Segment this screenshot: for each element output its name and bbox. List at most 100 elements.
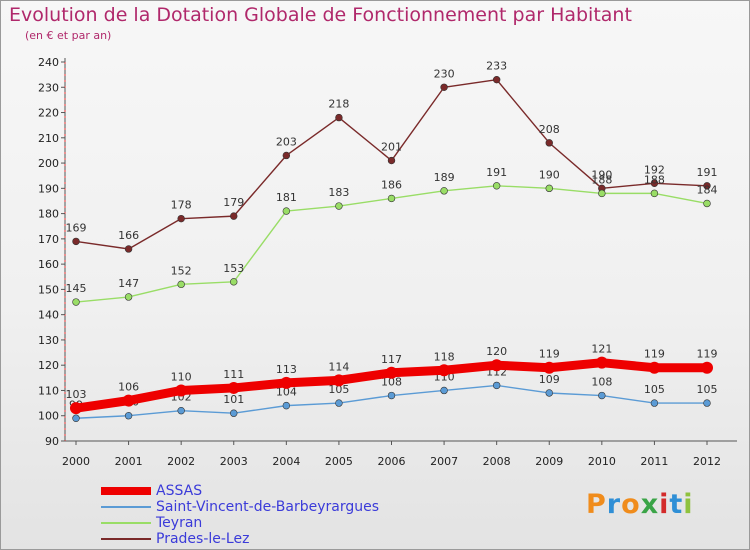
data-point-assas [70, 402, 82, 415]
data-label-assas: 118 [434, 350, 455, 363]
x-tick-label: 2004 [272, 455, 300, 468]
data-point-assas [385, 366, 398, 379]
data-point-teyran [177, 280, 185, 289]
y-tick-label: 220 [38, 107, 59, 120]
data-point-assas [280, 376, 293, 389]
data-point-assas [122, 394, 135, 407]
chart-title: Evolution de la Dotation Globale de Fonc… [9, 4, 632, 26]
data-point-assas [595, 356, 608, 369]
logo-letter: t [669, 489, 684, 520]
data-label-prades-le-lez: 178 [171, 199, 192, 212]
data-point-teyran [335, 202, 343, 210]
x-tick-label: 2012 [693, 455, 721, 468]
data-point-assas [648, 361, 661, 374]
data-label-assas: 113 [276, 363, 297, 376]
y-tick-label: 120 [38, 359, 59, 372]
data-label-prades-le-lez: 203 [276, 135, 297, 148]
data-label-assas: 114 [328, 360, 349, 373]
data-point-teyran [72, 298, 80, 306]
data-point-prades-le-lez [545, 139, 553, 147]
data-point-prades-le-lez [177, 214, 185, 223]
x-tick-label: 2006 [378, 455, 406, 468]
data-point-saint-vincent-de-barbeyrargues [124, 412, 133, 420]
logo-letter: P [586, 489, 607, 520]
data-label-saint-vincent-de-barbeyrargues: 101 [223, 393, 244, 406]
data-point-assas [332, 374, 345, 387]
data-label-saint-vincent-de-barbeyrargues: 108 [381, 376, 402, 389]
data-label-prades-le-lez: 190 [591, 168, 612, 181]
data-point-assas [175, 384, 188, 397]
data-point-saint-vincent-de-barbeyrargues [598, 391, 606, 400]
data-label-assas: 120 [486, 345, 507, 358]
data-point-teyran [440, 187, 448, 195]
data-point-saint-vincent-de-barbeyrargues [545, 389, 553, 397]
data-label-teyran: 189 [434, 171, 455, 184]
logo-letter: i [683, 489, 694, 520]
data-label-prades-le-lez: 201 [381, 141, 402, 154]
data-point-saint-vincent-de-barbeyrargues [440, 386, 448, 395]
data-point-teyran [387, 194, 396, 203]
data-label-prades-le-lez: 166 [118, 229, 139, 242]
data-point-saint-vincent-de-barbeyrargues [72, 414, 80, 422]
data-point-teyran [650, 189, 659, 198]
logo-letter: i [659, 489, 670, 520]
data-label-teyran: 145 [66, 282, 87, 295]
y-tick-label: 210 [38, 132, 59, 145]
data-label-teyran: 147 [118, 277, 139, 290]
legend-swatch [101, 522, 151, 524]
chart-subtitle: (en € et par an) [25, 29, 112, 42]
legend-label: Prades-le-Lez [156, 531, 250, 547]
logo-letter: o [621, 489, 641, 520]
data-label-assas: 119 [539, 348, 560, 361]
x-tick-label: 2010 [588, 455, 616, 468]
data-label-prades-le-lez: 192 [644, 163, 665, 176]
data-point-prades-le-lez [230, 212, 238, 220]
data-point-prades-le-lez [650, 179, 659, 187]
data-point-saint-vincent-de-barbeyrargues [335, 399, 343, 407]
x-tick-label: 2011 [640, 455, 668, 468]
data-label-saint-vincent-de-barbeyrargues: 105 [697, 383, 718, 396]
data-label-prades-le-lez: 218 [328, 98, 349, 111]
data-point-teyran [703, 199, 711, 208]
data-point-assas [227, 381, 240, 394]
x-tick-label: 2001 [115, 455, 143, 468]
data-label-teyran: 152 [171, 264, 192, 277]
data-label-teyran: 186 [381, 178, 402, 191]
data-point-teyran [230, 278, 238, 286]
legend-swatch [101, 487, 151, 495]
legend-swatch [101, 538, 151, 540]
y-tick-label: 110 [38, 384, 59, 397]
data-label-saint-vincent-de-barbeyrargues: 105 [328, 383, 349, 396]
data-label-assas: 117 [381, 353, 402, 366]
data-label-prades-le-lez: 230 [434, 67, 455, 80]
data-point-teyran [492, 182, 501, 190]
data-label-teyran: 153 [223, 262, 244, 275]
data-point-teyran [598, 189, 606, 198]
data-point-prades-le-lez [72, 237, 80, 246]
data-label-assas: 121 [591, 343, 612, 356]
y-tick-label: 200 [38, 157, 59, 170]
x-tick-label: 2009 [535, 455, 563, 468]
y-tick-label: 150 [38, 283, 59, 296]
data-point-saint-vincent-de-barbeyrargues [177, 406, 185, 415]
y-tick-label: 100 [38, 410, 59, 423]
data-label-teyran: 190 [539, 168, 560, 181]
data-point-assas [438, 364, 451, 377]
logo-letter: r [606, 489, 622, 520]
data-point-teyran [124, 293, 133, 301]
data-label-saint-vincent-de-barbeyrargues: 108 [591, 376, 612, 389]
y-tick-label: 180 [38, 208, 59, 221]
data-label-teyran: 184 [697, 183, 718, 196]
data-label-teyran: 181 [276, 191, 297, 204]
y-tick-label: 130 [38, 334, 59, 347]
legend-swatch [101, 506, 151, 508]
x-tick-label: 2000 [62, 455, 90, 468]
data-label-teyran: 191 [486, 166, 507, 179]
x-tick-label: 2008 [483, 455, 511, 468]
legend-label: Teyran [156, 515, 203, 531]
data-label-prades-le-lez: 179 [223, 196, 244, 209]
data-label-teyran: 188 [591, 173, 612, 186]
data-label-assas: 119 [644, 348, 665, 361]
